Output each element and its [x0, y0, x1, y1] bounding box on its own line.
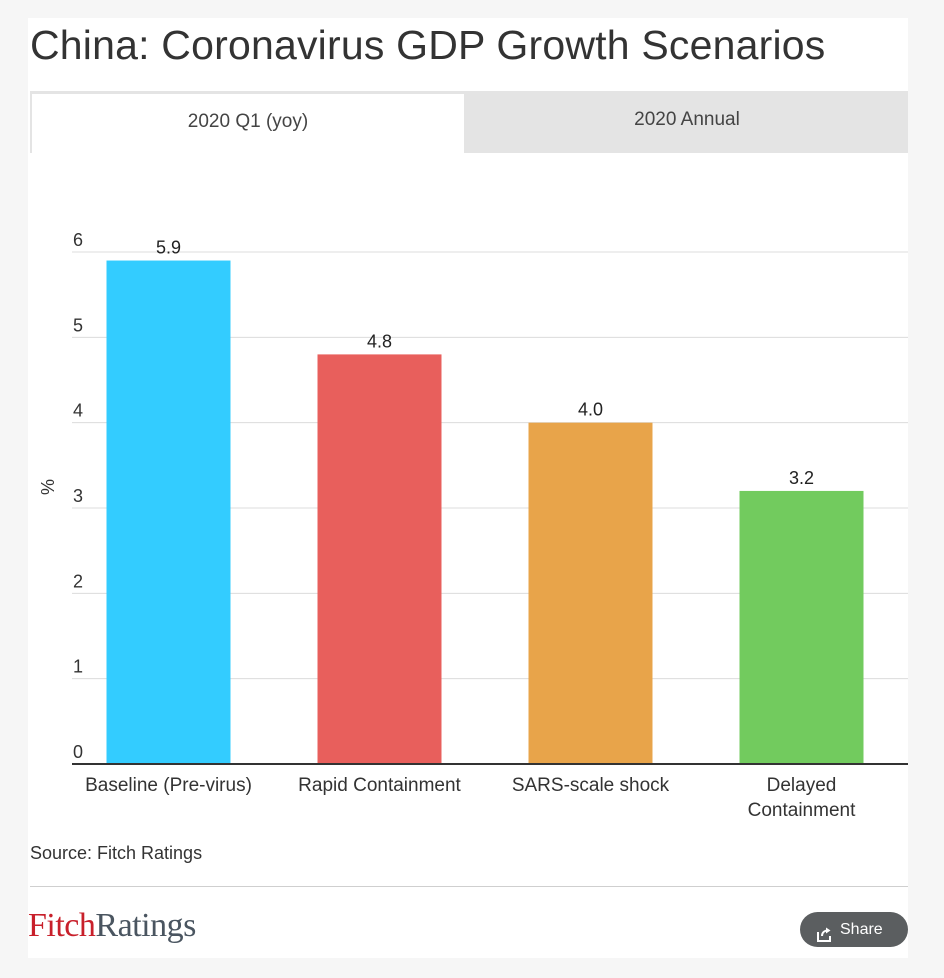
y-tick-label: 5 — [73, 315, 83, 335]
page-title: China: Coronavirus GDP Growth Scenarios — [30, 22, 826, 68]
bar-chart: 0 1 2 3 4 5 6% 5.9 Baseline (Pre-virus) 4.8 Rapid … — [38, 230, 908, 821]
data-label: 4.8 — [367, 331, 392, 351]
y-tick-label: 2 — [73, 571, 83, 591]
data-label: 4.0 — [578, 400, 603, 420]
bar — [739, 490, 864, 764]
share-label: Share — [840, 921, 883, 938]
y-tick-label: 6 — [73, 230, 83, 250]
data-label: 3.2 — [789, 468, 814, 488]
share-icon — [816, 921, 833, 956]
y-tick-label: 1 — [73, 657, 83, 677]
data-label: 5.9 — [156, 238, 181, 258]
x-tick-label: Delayed Containment — [748, 775, 856, 821]
divider — [30, 886, 908, 887]
fitch-ratings-logo[interactable]: FitchRatings — [28, 907, 196, 944]
y-tick-label: 3 — [73, 486, 83, 506]
share-button[interactable]: Share — [800, 912, 908, 947]
y-tick-label: 4 — [73, 401, 83, 421]
source-note: Source: Fitch Ratings — [30, 843, 203, 863]
x-tick-label: Baseline (Pre-virus) — [85, 775, 252, 796]
tab-2020-annual[interactable]: 2020 Annual — [634, 109, 740, 130]
x-tick-label: SARS-scale shock — [512, 775, 670, 796]
bar — [106, 260, 231, 764]
y-tick-label: 0 — [73, 742, 83, 762]
tab-bar: 2020 Q1 (yoy) 2020 Annual — [30, 91, 908, 153]
y-axis-title: % — [38, 479, 58, 495]
bar — [317, 354, 442, 764]
x-tick-label: Rapid Containment — [298, 775, 461, 796]
bar — [528, 422, 653, 764]
tab-2020-q1[interactable]: 2020 Q1 (yoy) — [32, 94, 464, 153]
